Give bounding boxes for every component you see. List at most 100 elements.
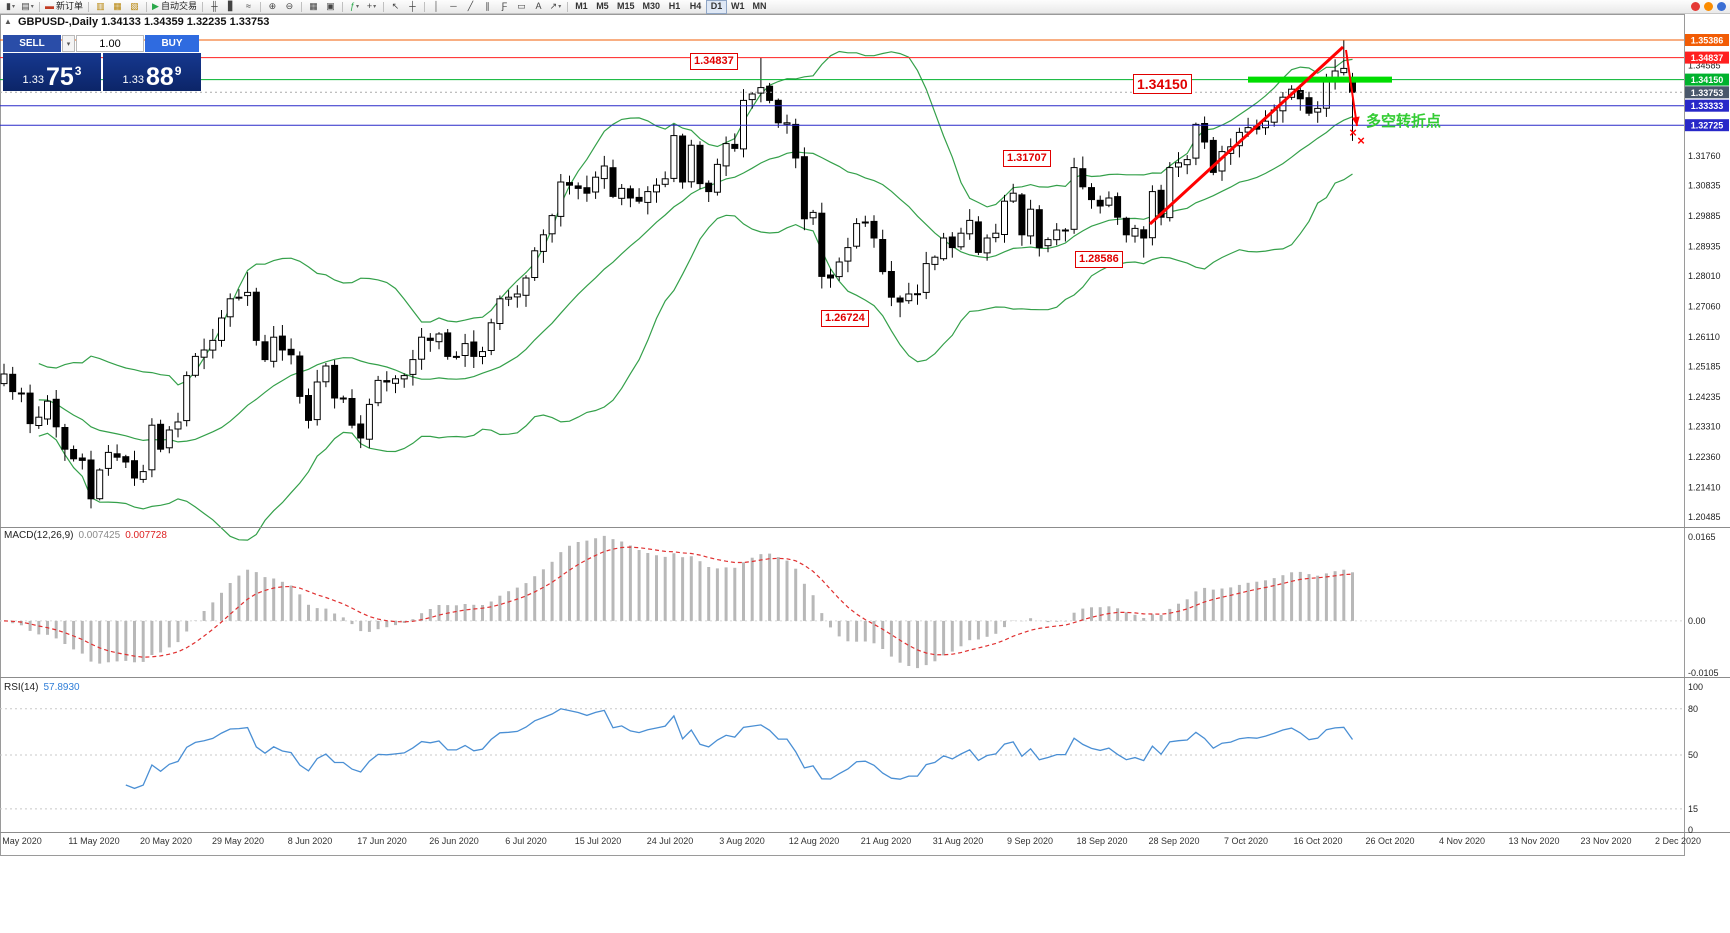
svg-text:9 Sep 2020: 9 Sep 2020: [1007, 836, 1053, 846]
svg-text:13 Nov 2020: 13 Nov 2020: [1508, 836, 1559, 846]
price-annotation[interactable]: 1.34150: [1133, 74, 1192, 94]
svg-text:12 Aug 2020: 12 Aug 2020: [789, 836, 840, 846]
price-annotation[interactable]: 1.28586: [1075, 251, 1123, 268]
horizontal-line-icon[interactable]: ─: [450, 1, 457, 11]
account-icon[interactable]: [1717, 2, 1726, 11]
community-icon[interactable]: [1704, 2, 1713, 11]
timeframe-h1-button[interactable]: H1: [668, 1, 681, 11]
tile-windows-icon[interactable]: ▦: [309, 1, 318, 11]
toolbar-separator: [201, 1, 203, 12]
svg-text:16 Oct 2020: 16 Oct 2020: [1293, 836, 1342, 846]
crosshair-icon[interactable]: ┼: [409, 1, 416, 11]
fibonacci-icon[interactable]: Ƒ: [501, 1, 508, 11]
timeframe-m15-button[interactable]: M15: [616, 1, 635, 11]
svg-text:0.00: 0.00: [1688, 616, 1706, 626]
timeframe-w1-button[interactable]: W1: [730, 1, 745, 11]
sell-button[interactable]: SELL: [3, 35, 61, 52]
zoom-out-icon[interactable]: ⊖: [285, 1, 294, 11]
timeframe-h4-button[interactable]: H4: [689, 1, 702, 11]
price-annotation[interactable]: 1.26724: [821, 310, 869, 327]
panel-settings-caret-icon[interactable]: ▾: [62, 35, 75, 52]
chart-window: × × 0.0165 0.00 -0.0105 100 80 50 15 0 1.34585 1.31…: [0, 14, 1730, 856]
bar-chart-icon[interactable]: ╫: [211, 1, 218, 11]
buy-price-display[interactable]: 1.33 88 9: [103, 53, 201, 91]
timeframe-m30-button[interactable]: M30: [642, 1, 660, 11]
svg-text:1.34585: 1.34585: [1688, 61, 1721, 71]
trend-line[interactable]: [1148, 45, 1345, 226]
svg-text:7 Oct 2020: 7 Oct 2020: [1224, 836, 1268, 846]
svg-text:15 Jul 2020: 15 Jul 2020: [575, 836, 622, 846]
toolbar-separator: [341, 1, 343, 12]
svg-text:1.35386: 1.35386: [1691, 36, 1724, 46]
timeframe-mn-button[interactable]: MN: [752, 1, 767, 11]
price-annotation[interactable]: 1.31707: [1003, 150, 1051, 167]
svg-text:23 Nov 2020: 23 Nov 2020: [1580, 836, 1631, 846]
svg-text:1.22360: 1.22360: [1688, 452, 1721, 462]
svg-text:1.33753: 1.33753: [1691, 88, 1724, 98]
notification-icon[interactable]: [1691, 2, 1700, 11]
svg-text:8 Jun 2020: 8 Jun 2020: [288, 836, 333, 846]
toolbar-separator: [146, 1, 148, 12]
channel-icon[interactable]: ∥: [485, 1, 490, 11]
svg-text:2 Dec 2020: 2 Dec 2020: [1655, 836, 1701, 846]
terminal-icon[interactable]: ▧: [130, 1, 139, 11]
line-chart-icon[interactable]: ≈: [245, 1, 251, 11]
svg-text:31 Aug 2020: 31 Aug 2020: [933, 836, 984, 846]
svg-text:1.34837: 1.34837: [1691, 53, 1724, 63]
shapes-icon[interactable]: ▭: [517, 1, 526, 11]
buy-price-point: 9: [174, 64, 182, 78]
svg-text:1.28935: 1.28935: [1688, 242, 1721, 252]
indicators-icon[interactable]: ƒ ▾: [349, 1, 359, 11]
top-toolbar: ▮ ▾ ▤ ▾ ▬ 新订单 ▥ ▦ ▧ ▶ 自动交易 ╫ ▋ ≈ ⊕ ⊖ ▦ ▣ ƒ ▾ + ▾ ↖ ┼ │ ─ ╱ ∥ Ƒ ▭ A ↗ ▾ M1…: [0, 0, 1730, 14]
trendline-icon[interactable]: ╱: [467, 1, 474, 11]
svg-text:3 Aug 2020: 3 Aug 2020: [719, 836, 765, 846]
sell-price-point: 3: [74, 64, 82, 78]
candle-chart-icon[interactable]: ▋: [227, 1, 235, 11]
svg-text:6 Jul 2020: 6 Jul 2020: [505, 836, 547, 846]
text-label-icon[interactable]: A: [535, 1, 542, 11]
toolbar-separator: [382, 1, 384, 12]
cascade-windows-icon[interactable]: ▣: [326, 1, 335, 11]
timeframe-m5-button[interactable]: M5: [596, 1, 609, 11]
market-watch-icon[interactable]: ▥: [96, 1, 105, 11]
timeframe-d1-button[interactable]: D1: [705, 0, 727, 14]
price-annotation[interactable]: 1.34837: [690, 53, 738, 70]
svg-text:May 2020: May 2020: [2, 836, 42, 846]
svg-text:17 Jun 2020: 17 Jun 2020: [357, 836, 407, 846]
svg-text:24 Jul 2020: 24 Jul 2020: [647, 836, 694, 846]
cursor-icon[interactable]: ↖: [391, 1, 400, 11]
timeframe-m1-button[interactable]: M1: [575, 1, 588, 11]
new-chart-icon[interactable]: ▮ ▾: [6, 1, 15, 11]
svg-text:29 May 2020: 29 May 2020: [212, 836, 264, 846]
one-click-trading-panel: SELL ▾ BUY 1.33 75 3 1.33 88 9: [3, 35, 201, 91]
svg-text:1.30835: 1.30835: [1688, 181, 1721, 191]
sell-price-display[interactable]: 1.33 75 3: [3, 53, 101, 91]
svg-text:4 Nov 2020: 4 Nov 2020: [1439, 836, 1485, 846]
navigator-icon[interactable]: ▦: [113, 1, 122, 11]
reversal-arrow[interactable]: [1345, 49, 1358, 127]
chart-canvas[interactable]: ×× 0.0165 0.00 -0.0105 100 80 50 15 0 1.34585 1.31…: [0, 14, 1730, 856]
svg-text:26 Oct 2020: 26 Oct 2020: [1365, 836, 1414, 846]
chart-profiles-icon[interactable]: ▤ ▾: [21, 1, 34, 11]
turning-point-label[interactable]: 多空转折点: [1366, 113, 1442, 130]
buy-button[interactable]: BUY: [145, 35, 199, 52]
bollinger-upper-band: [38, 50, 1353, 386]
svg-text:21 Aug 2020: 21 Aug 2020: [861, 836, 912, 846]
svg-text:20 May 2020: 20 May 2020: [140, 836, 192, 846]
toolbar-separator: [423, 1, 425, 12]
zoom-in-icon[interactable]: ⊕: [268, 1, 277, 11]
svg-text:100: 100: [1688, 682, 1703, 692]
toolbar-separator: [39, 1, 40, 12]
add-object-icon[interactable]: + ▾: [366, 1, 377, 11]
arrows-icon[interactable]: ↗ ▾: [549, 1, 562, 11]
svg-text:×: ×: [1349, 125, 1357, 140]
candlestick-series: [0, 40, 1356, 509]
svg-text:1.34150: 1.34150: [1691, 75, 1724, 85]
new-order-button[interactable]: ▬ 新订单: [45, 1, 84, 11]
vertical-line-icon[interactable]: │: [433, 1, 440, 11]
svg-text:1.21410: 1.21410: [1688, 482, 1721, 492]
price-scale[interactable]: [1684, 14, 1730, 856]
autotrading-button[interactable]: ▶ 自动交易: [152, 1, 197, 11]
svg-text:1.23310: 1.23310: [1688, 422, 1721, 432]
volume-input[interactable]: [76, 35, 144, 52]
